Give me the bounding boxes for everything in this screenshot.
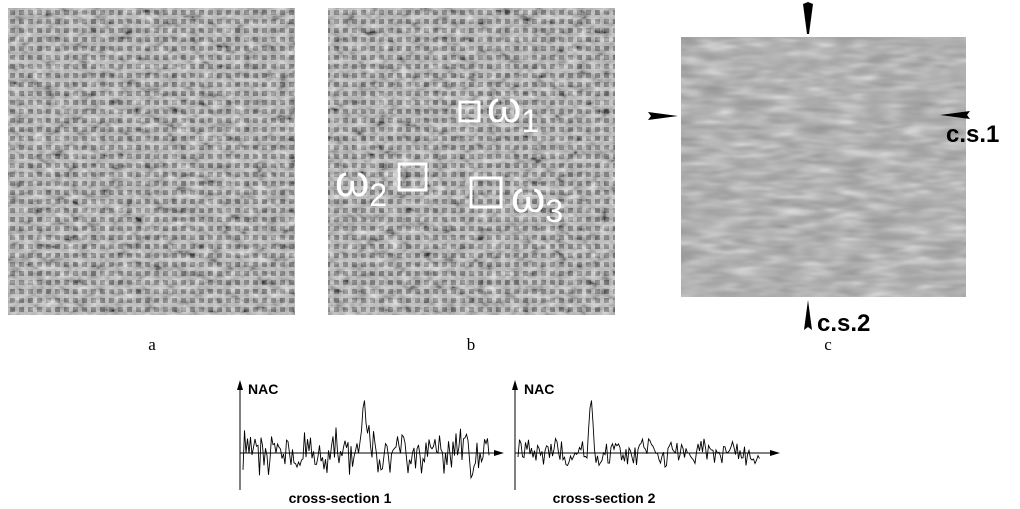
image-a — [8, 8, 295, 315]
signal-curve — [242, 400, 490, 480]
window-box — [469, 176, 503, 209]
image-c: c.s.1 c.s.2 — [648, 2, 999, 337]
y-axis-label: NAC — [248, 381, 278, 397]
omega-label: ω2 — [335, 157, 387, 213]
y-axis-label: NAC — [524, 381, 554, 397]
cross-section-label: c.s.1 — [946, 121, 999, 148]
window-box — [397, 162, 428, 192]
panel-label: a — [148, 335, 156, 354]
plot-caption: cross-section 2 — [553, 490, 656, 506]
panel-label: c — [824, 335, 832, 354]
plot: NAC cross-section 1 — [237, 380, 504, 506]
window-box — [458, 100, 481, 123]
omega-label: ω1 — [487, 83, 539, 139]
omega-label: ω3 — [511, 173, 563, 229]
plot: NAC cross-section 2 — [512, 380, 780, 506]
panel-label: b — [467, 335, 476, 354]
signal-curve — [517, 400, 760, 469]
plot-caption: cross-section 1 — [289, 490, 392, 506]
cross-section-label: c.s.2 — [817, 310, 870, 337]
image-b: ω1 ω2 ω3 — [328, 8, 615, 315]
